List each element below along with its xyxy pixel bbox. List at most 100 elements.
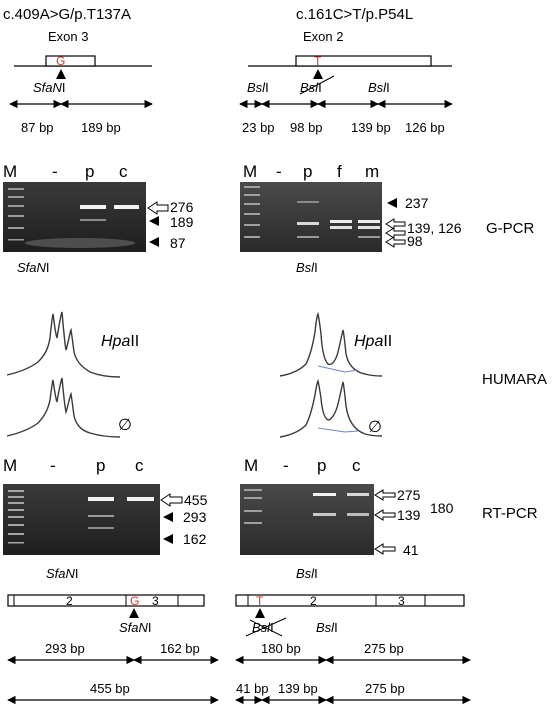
right-gpcr-label-139-126: 139, 126	[407, 220, 462, 236]
right-cdna-label-275-bottom: 275 bp	[365, 681, 405, 696]
right-exon-label: Exon 2	[303, 29, 343, 44]
right-gpcr-band-p-139	[297, 222, 319, 225]
right-gpcr-label-98: 98	[407, 233, 423, 249]
right-enzyme-label-1: BslI	[247, 80, 269, 95]
left-gpcr-arrow-276	[147, 201, 169, 215]
right-rtpcr-ladder	[244, 489, 262, 524]
right-rtpcr-band-c-275	[347, 493, 369, 496]
left-cdna-label-455: 455 bp	[90, 681, 130, 696]
left-rtpcr-label-455: 455	[184, 492, 208, 508]
right-gpcr-lane-m: m	[365, 162, 379, 181]
right-rtpcr-arrow-139	[374, 509, 396, 521]
left-rtpcr-band-p-455	[88, 497, 114, 501]
left-rtpcr-lane-c: c	[135, 456, 144, 475]
right-cdna-enzyme-strike	[245, 617, 287, 637]
left-gpcr-primer-smear	[25, 238, 135, 248]
right-cdna-exon-2: 2	[310, 594, 317, 608]
right-cdna-enzyme-2: BslI	[316, 620, 338, 635]
right-rtpcr-label-41: 41	[403, 542, 419, 558]
left-gpcr-label-87: 87	[170, 235, 186, 251]
right-rtpcr-lane-c: c	[352, 456, 361, 475]
right-rtpcr-lane-M: M	[244, 456, 258, 475]
left-cdna-site-marker	[129, 608, 139, 618]
left-gpcr-marker-87	[149, 237, 159, 247]
left-gpcr-lane-p: p	[85, 162, 94, 181]
right-gpcr-enzyme: BslI	[296, 260, 318, 275]
right-gpcr-marker-237	[387, 198, 397, 208]
left-rtpcr-lane-M: M	[3, 456, 17, 475]
right-rtpcr-label-180: 180	[430, 500, 454, 516]
left-gpcr-band-p-189	[80, 219, 106, 221]
right-rtpcr-lane-minus: -	[283, 456, 289, 475]
left-rtpcr-lane-p: p	[96, 456, 105, 475]
right-gpcr-band-p-98	[297, 236, 319, 238]
left-cdna-mut-base: G	[130, 594, 139, 608]
right-site-marker	[313, 69, 323, 79]
left-humara-enzyme: HpaII	[101, 333, 139, 350]
left-exon-box	[45, 55, 96, 67]
right-rtpcr-enzyme: BslI	[296, 566, 318, 581]
right-rtpcr-label-139: 139	[397, 507, 421, 523]
left-cdna-label-162: 162 bp	[160, 641, 200, 656]
left-rtpcr-arrow-455	[160, 493, 183, 507]
right-gpcr-band-p-237	[297, 201, 319, 203]
right-cdna-label-275-top: 275 bp	[364, 641, 404, 656]
left-gpcr-marker-189	[149, 216, 159, 226]
right-cdna-label-41: 41 bp	[236, 681, 269, 696]
right-rtpcr-band-p-275	[313, 493, 336, 496]
right-size-label-1: 23 bp	[242, 120, 275, 135]
left-mutation-title: c.409A>G/p.T137A	[3, 6, 131, 23]
left-cdna-exon-3: 3	[152, 594, 159, 608]
left-cdna-exon-2: 2	[66, 594, 73, 608]
right-humara-trace-top	[279, 311, 383, 377]
left-cdna-box	[7, 594, 205, 607]
right-gpcr-lane-M: M	[243, 162, 257, 181]
left-rtpcr-band-p-162	[88, 527, 114, 529]
right-cdna-exon-3: 3	[398, 594, 405, 608]
right-exon-box	[295, 55, 432, 67]
right-mutation-title: c.161C>T/p.P54L	[296, 6, 413, 23]
right-cdna-site-marker	[255, 608, 265, 618]
right-size-label-4: 126 bp	[405, 120, 445, 135]
right-humara-trace-bottom	[279, 378, 383, 438]
right-gpcr-arrow-98	[385, 236, 406, 248]
right-rtpcr-arrow-41	[374, 543, 396, 555]
left-rtpcr-ladder	[8, 490, 24, 544]
right-gpcr-label-237: 237	[405, 195, 429, 211]
right-gpcr-band-m-126	[358, 226, 380, 229]
left-humara-null: ∅	[118, 417, 132, 434]
left-rtpcr-marker-162	[163, 534, 173, 544]
right-cdna-label-180: 180 bp	[261, 641, 301, 656]
left-size-label-1: 87 bp	[21, 120, 54, 135]
left-gpcr-label-189: 189	[170, 214, 194, 230]
left-rtpcr-gel	[3, 484, 160, 555]
right-gpcr-band-f-126	[330, 226, 352, 229]
left-gpcr-enzyme: SfaNI	[17, 260, 50, 275]
section-label-rtpcr: RT-PCR	[482, 505, 538, 522]
left-gpcr-lane-c: c	[119, 162, 128, 181]
left-rtpcr-band-c-455	[127, 497, 154, 501]
left-exon-label: Exon 3	[48, 29, 88, 44]
right-gpcr-lane-f: f	[337, 162, 342, 181]
right-rtpcr-band-p-139	[313, 513, 336, 516]
left-rtpcr-label-293: 293	[183, 509, 207, 525]
right-humara-null: ∅	[368, 419, 382, 436]
right-gpcr-ladder	[244, 186, 260, 238]
right-mutation-base: T	[314, 54, 322, 68]
left-gpcr-band-c-276	[114, 205, 139, 209]
left-rtpcr-lane-minus: -	[50, 456, 56, 475]
right-rtpcr-arrow-275	[374, 489, 396, 501]
left-rtpcr-band-p-293	[88, 515, 114, 517]
left-gpcr-ladder	[8, 188, 24, 241]
section-label-humara: HUMARA	[482, 371, 547, 388]
left-gpcr-band-p-276	[80, 205, 106, 209]
left-cdna-enzyme: SfaNI	[119, 620, 152, 635]
right-cdna-mut-base: T	[256, 594, 264, 608]
left-cdna-label-293: 293 bp	[45, 641, 85, 656]
left-humara-trace-bottom	[6, 377, 121, 438]
right-enzyme-strike	[299, 75, 335, 95]
right-humara-enzyme: HpaII	[354, 333, 392, 350]
left-rtpcr-enzyme: SfaNI	[46, 566, 79, 581]
right-enzyme-label-3: BslI	[368, 80, 390, 95]
right-rtpcr-lane-p: p	[317, 456, 326, 475]
